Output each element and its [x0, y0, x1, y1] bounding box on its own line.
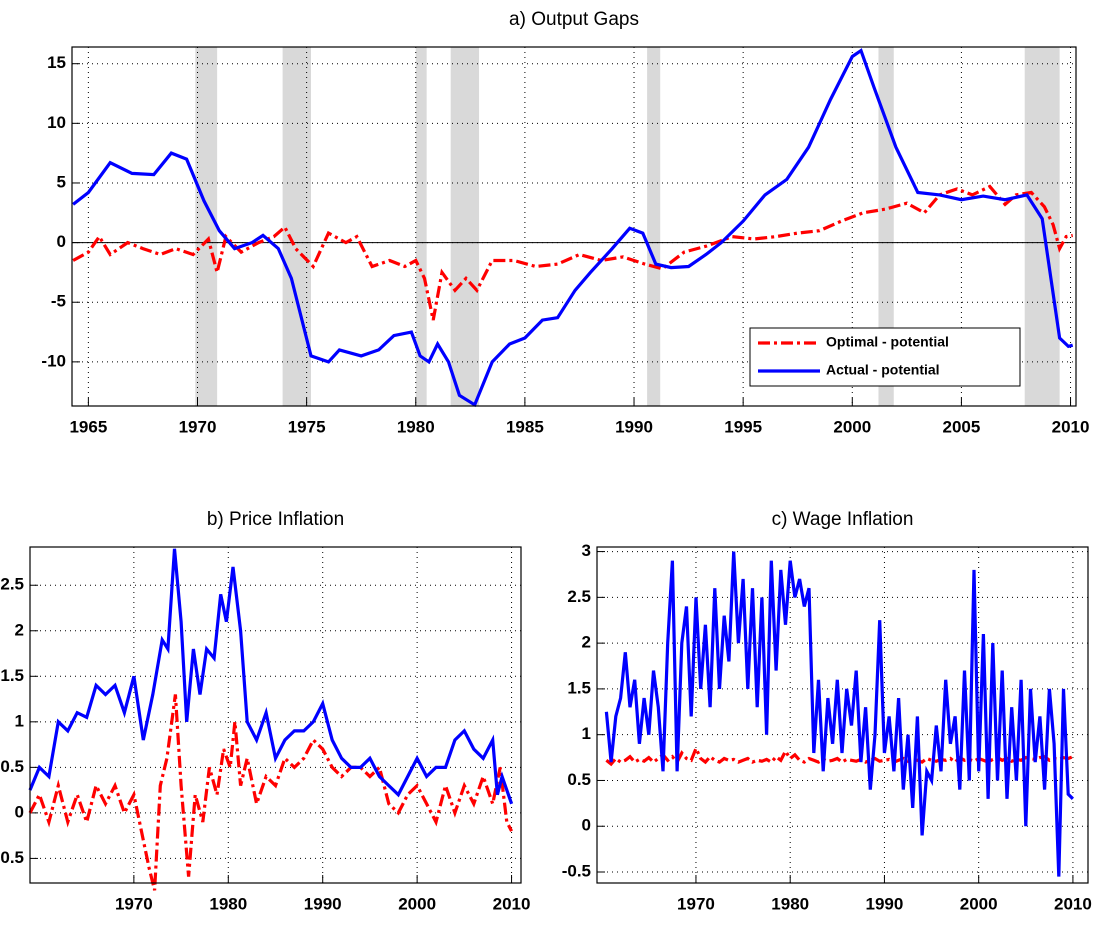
- x-tick-label: 1980: [771, 894, 809, 913]
- series-line: [28, 694, 514, 891]
- legend-label: Actual - potential: [826, 362, 940, 378]
- y-tick-label: 3: [582, 541, 591, 560]
- series-line: [72, 184, 1073, 321]
- y-tick-label: 2: [15, 620, 24, 639]
- y-tick-label: 1.5: [0, 666, 24, 685]
- y-tick-label: 2: [582, 633, 591, 652]
- chart-title: b) Price Inflation: [207, 509, 344, 530]
- x-tick-label: 2000: [398, 894, 436, 913]
- x-tick-label: 2010: [1054, 894, 1092, 913]
- y-tick-label: 1: [582, 724, 591, 743]
- y-tick-label: 0: [15, 802, 24, 821]
- recession-band: [450, 47, 480, 406]
- recession-band: [878, 47, 894, 406]
- x-tick-label: 2000: [833, 417, 871, 436]
- y-tick-label: -10: [41, 351, 66, 370]
- legend-box: [749, 327, 1021, 387]
- y-tick-label: 0: [57, 232, 66, 251]
- x-tick-label: 1965: [69, 417, 107, 436]
- x-tick-label: 2000: [960, 894, 998, 913]
- recession-band: [647, 47, 661, 406]
- x-tick-label: 1990: [304, 894, 342, 913]
- series-line: [28, 548, 514, 805]
- y-tick-label: -0.5: [562, 861, 591, 880]
- x-tick-label: 1980: [209, 894, 247, 913]
- series-line: [605, 744, 1074, 767]
- y-tick-label: 2.5: [567, 587, 591, 606]
- y-tick-label: -5: [51, 292, 66, 311]
- x-tick-label: 1985: [506, 417, 544, 436]
- chart-title: c) Wage Inflation: [772, 509, 914, 530]
- legend-label: Optimal - potential: [826, 334, 949, 350]
- x-tick-label: 1990: [866, 894, 904, 913]
- recession-band: [282, 47, 311, 406]
- x-tick-label: 1975: [288, 417, 326, 436]
- chart-title: a) Output Gaps: [509, 9, 639, 30]
- plot-frame: [71, 46, 1077, 407]
- x-tick-label: 2010: [493, 894, 531, 913]
- plot-frame: [29, 546, 522, 884]
- y-tick-label: 5: [57, 172, 66, 191]
- recession-band: [415, 47, 427, 406]
- y-tick-label: 1: [15, 711, 24, 730]
- x-tick-label: 1980: [397, 417, 435, 436]
- x-tick-label: 1995: [724, 417, 762, 436]
- series-line: [604, 551, 1075, 877]
- x-tick-label: 1970: [179, 417, 217, 436]
- y-tick-label: 15: [47, 53, 66, 72]
- y-tick-label: -0.5: [0, 848, 24, 867]
- y-tick-label: 2.5: [0, 575, 24, 594]
- x-tick-label: 2005: [942, 417, 980, 436]
- y-tick-label: 0: [582, 816, 591, 835]
- recession-band: [195, 47, 218, 406]
- y-tick-label: 0.5: [0, 757, 24, 776]
- y-tick-label: 1.5: [567, 678, 591, 697]
- x-tick-label: 1990: [615, 417, 653, 436]
- x-tick-label: 1970: [677, 894, 715, 913]
- y-tick-label: 10: [47, 113, 66, 132]
- series-line: [72, 48, 1074, 408]
- plot-frame: [596, 546, 1089, 884]
- y-tick-label: 0.5: [567, 770, 591, 789]
- x-tick-label: 1970: [115, 894, 153, 913]
- x-tick-label: 2010: [1052, 417, 1090, 436]
